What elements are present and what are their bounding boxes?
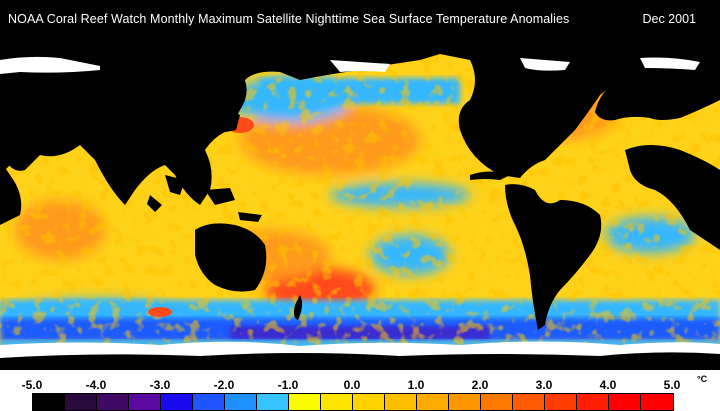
legend-swatch	[33, 394, 65, 410]
legend-tick-label: 2.0	[471, 378, 489, 392]
arctic-ice-siberia	[0, 56, 100, 74]
legend-swatch	[353, 394, 385, 410]
map-canvas	[0, 40, 720, 370]
legend-swatch	[545, 394, 577, 410]
color-scale-legend: -5.0 -4.0 -3.0 -2.0 -1.0 0.0 1.0 2.0 3.0 4.0 5.0 °…	[0, 372, 720, 411]
arctic-ice-labrador	[520, 58, 570, 71]
legend-colorbar	[32, 393, 674, 411]
south-indian-hot-spot	[148, 307, 172, 317]
legend-tick-label: -3.0	[149, 378, 171, 392]
legend-tick-label: 1.0	[407, 378, 425, 392]
legend-swatch	[449, 394, 481, 410]
legend-swatch	[641, 394, 673, 410]
maritime-continent-islands	[147, 175, 262, 222]
legend-swatch	[385, 394, 417, 410]
europe-africa-north-landmass	[595, 54, 720, 121]
legend-swatch	[97, 394, 129, 410]
arctic-ice-bering	[330, 60, 390, 72]
africa-horn-landmass	[0, 160, 22, 225]
legend-tick-label: -4.0	[85, 378, 107, 392]
legend-swatch	[193, 394, 225, 410]
legend-swatch	[417, 394, 449, 410]
legend-swatch	[289, 394, 321, 410]
legend-tick-label: 3.0	[535, 378, 553, 392]
legend-swatch	[481, 394, 513, 410]
south-america-landmass	[505, 184, 602, 330]
legend-swatch	[257, 394, 289, 410]
legend-swatch	[129, 394, 161, 410]
legend-tick-label: 0.0	[343, 378, 361, 392]
land-masses	[0, 40, 720, 330]
cuba-caribbean	[470, 171, 510, 180]
east-africa-edge	[0, 110, 14, 175]
arctic-land-strip	[0, 40, 720, 54]
new-zealand-landmass	[294, 295, 303, 320]
legend-swatch	[513, 394, 545, 410]
antarctica-landmass	[0, 352, 720, 370]
legend-swatch	[577, 394, 609, 410]
legend-swatch	[609, 394, 641, 410]
legend-tick-label: 5.0	[663, 378, 681, 392]
legend-swatch	[65, 394, 97, 410]
arctic-ice-greenland	[640, 57, 700, 70]
africa-west-landmass	[625, 145, 720, 250]
north-america-landmass	[440, 54, 660, 178]
eurasia-landmass	[0, 54, 440, 205]
legend-tick-label: -2.0	[213, 378, 235, 392]
legend-swatch	[321, 394, 353, 410]
legend-swatch	[225, 394, 257, 410]
legend-tick-label: -1.0	[277, 378, 299, 392]
legend-swatch	[161, 394, 193, 410]
map-title: NOAA Coral Reef Watch Monthly Maximum Sa…	[8, 12, 570, 26]
map-date: Dec 2001	[642, 12, 696, 26]
legend-unit: °C	[697, 374, 708, 384]
australia-landmass	[195, 223, 267, 292]
sst-anomaly-map: NOAA Coral Reef Watch Monthly Maximum Sa…	[0, 0, 720, 370]
legend-tick-label: 4.0	[599, 378, 617, 392]
legend-tick-label: -5.0	[21, 378, 43, 392]
